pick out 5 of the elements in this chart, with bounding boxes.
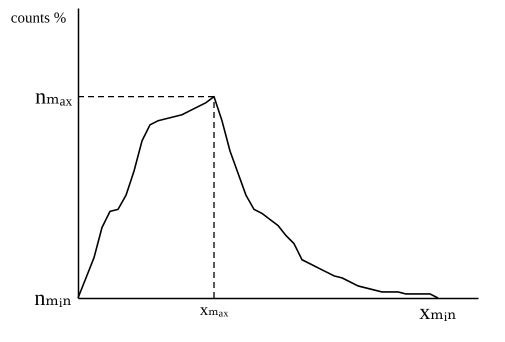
y-axis-title: counts % (10, 10, 66, 26)
text: xₘᵢₙ (419, 299, 457, 324)
text: nₘₐₓ (35, 84, 73, 109)
text: xₘₐₓ (200, 300, 228, 319)
text: nₘᵢₙ (34, 285, 72, 310)
